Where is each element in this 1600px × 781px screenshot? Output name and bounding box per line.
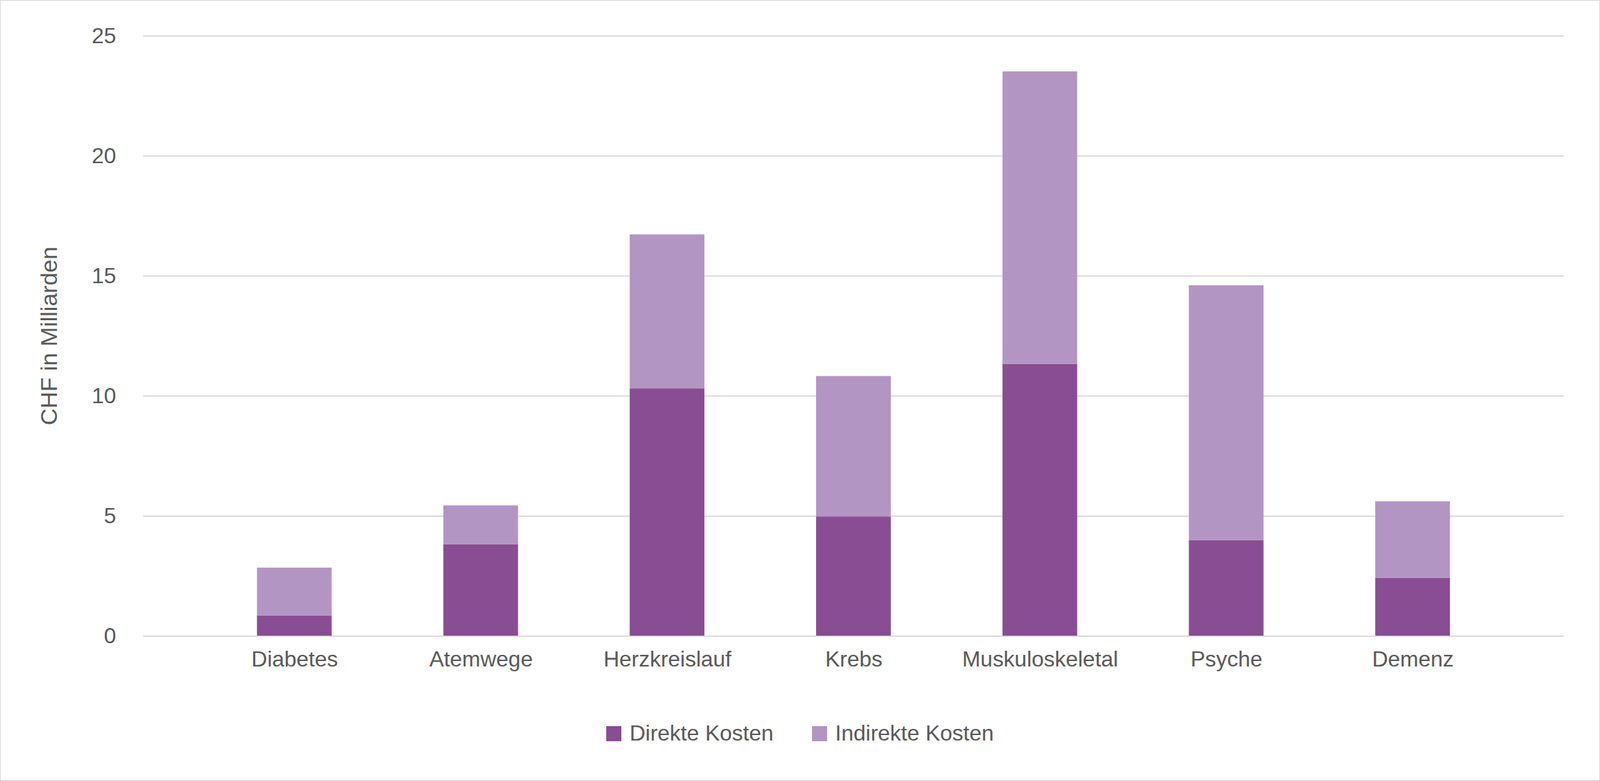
html-text:Direkte Kosten: Direkte Kosten xyxy=(629,720,774,746)
svg-text:15: 15 xyxy=(91,263,117,289)
svg-text:Krebs: Krebs xyxy=(825,646,883,672)
svg-text:Psyche: Psyche xyxy=(1190,646,1263,672)
html-text:CHF in Milliarden: CHF in Milliarden xyxy=(35,246,62,426)
svg-text:10: 10 xyxy=(91,383,117,409)
svg-text:20: 20 xyxy=(91,143,117,169)
html-text:Indirekte Kosten: Indirekte Kosten xyxy=(835,720,994,746)
svg-text:Herzkreislauf: Herzkreislauf xyxy=(603,646,732,672)
svg-text:Atemwege: Atemwege xyxy=(429,646,533,672)
svg-text:Muskuloskeletal: Muskuloskeletal xyxy=(962,646,1118,672)
svg-text:5: 5 xyxy=(104,503,117,529)
svg-text:25: 25 xyxy=(91,23,117,49)
svg-text:Demenz: Demenz xyxy=(1372,646,1454,672)
svg-text:Diabetes: Diabetes xyxy=(251,646,339,672)
svg-text:0: 0 xyxy=(104,623,117,649)
